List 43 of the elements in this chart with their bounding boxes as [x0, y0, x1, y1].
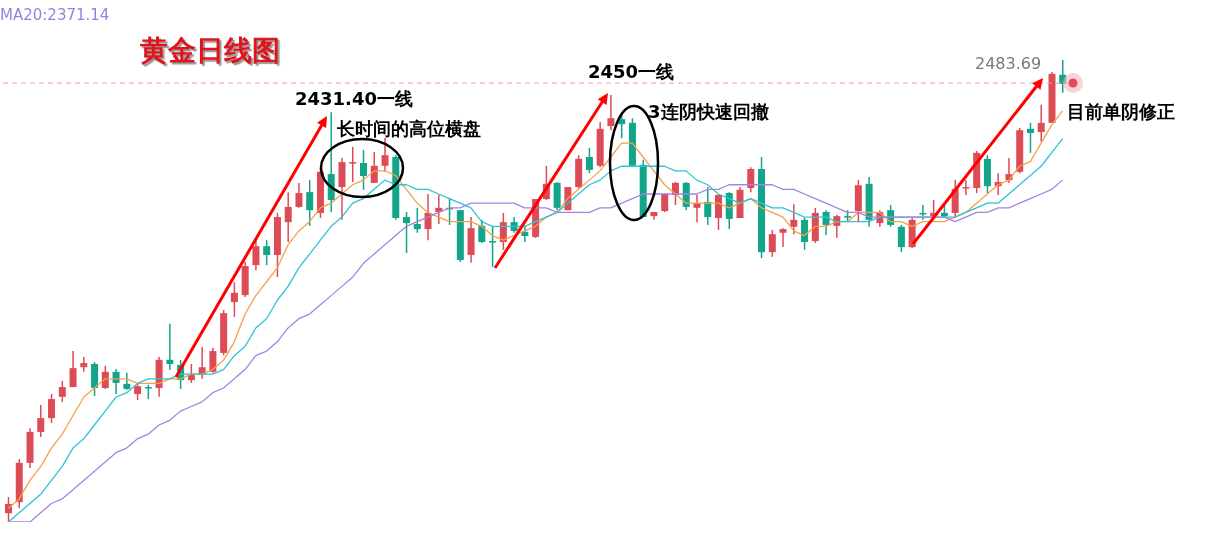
- candlestick: [779, 227, 787, 248]
- candlestick: [230, 281, 238, 318]
- candlestick: [48, 393, 56, 424]
- annotation: 2483.69: [975, 54, 1042, 74]
- candlestick: [209, 347, 217, 374]
- candlestick: [413, 207, 421, 234]
- annotation: 3连阴快速回撤: [648, 101, 769, 123]
- candlestick: [801, 217, 809, 251]
- candlestick: [306, 179, 314, 227]
- candlestick: [360, 149, 367, 191]
- chart-title: 黄金日线图: [140, 33, 280, 69]
- candlestick: [101, 365, 109, 390]
- candlestick: [252, 239, 260, 271]
- candlestick: [962, 179, 970, 196]
- candlestick: [1026, 122, 1034, 154]
- candlestick: [607, 94, 615, 131]
- candlestick: [295, 182, 303, 209]
- candlestick: [80, 356, 88, 373]
- candlestick: [58, 380, 66, 403]
- annotation: 2431.40一线: [295, 88, 413, 110]
- annotation: 目前单阴修正: [1067, 101, 1175, 123]
- candlestick: [489, 226, 497, 268]
- candlestick: [37, 404, 45, 438]
- annotation: 2450一线: [588, 61, 675, 83]
- candlestick: [768, 229, 776, 258]
- candlestick: [747, 166, 755, 193]
- candlestick: [187, 363, 195, 384]
- candlestick: [166, 323, 174, 371]
- candlestick: [69, 350, 77, 388]
- candlestick: [349, 146, 357, 183]
- candlestick: [790, 203, 798, 235]
- candlestick: [403, 211, 411, 254]
- candlestick: [284, 191, 292, 243]
- candlestick: [897, 224, 905, 253]
- annotation: 长时间的高位横盘: [337, 118, 481, 140]
- text: MA20:2371.14: [0, 6, 110, 24]
- candlestick: [478, 219, 486, 244]
- candlestick: [704, 186, 712, 226]
- candlestick: [381, 137, 389, 173]
- candlestick: [1037, 104, 1045, 143]
- candlestick: [112, 368, 120, 395]
- candlestick: [585, 147, 593, 174]
- candlestick: [263, 239, 271, 266]
